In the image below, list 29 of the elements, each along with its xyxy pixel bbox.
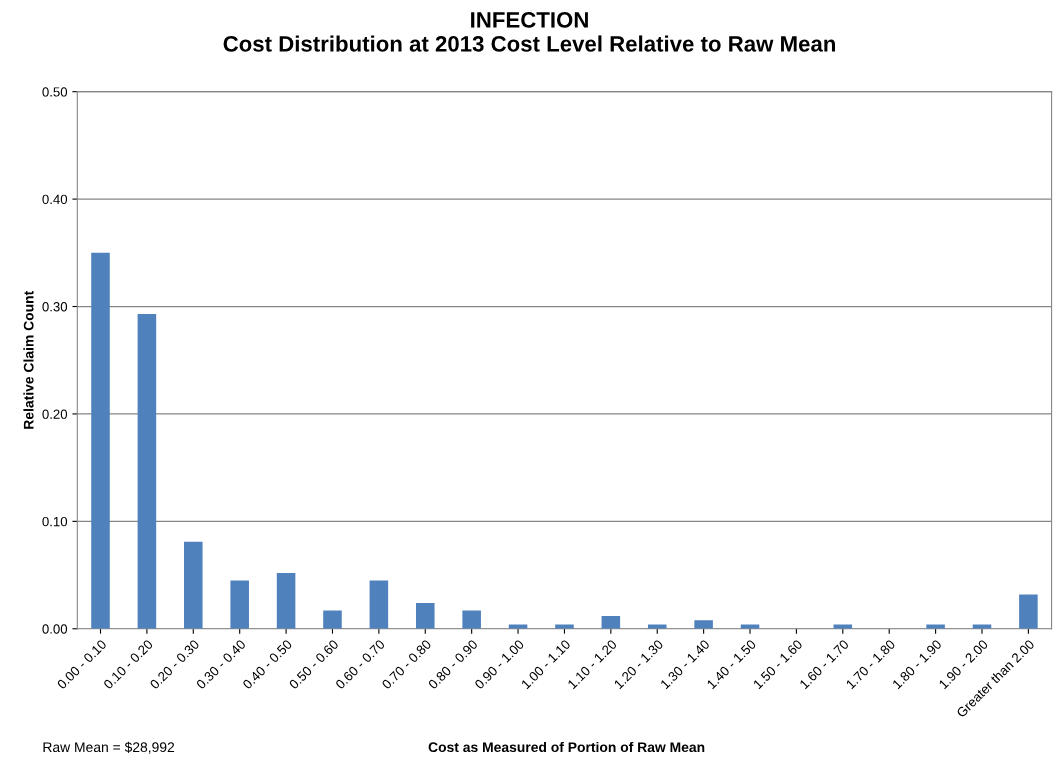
bar [1019, 594, 1038, 629]
y-axis-title: Relative Claim Count [23, 290, 34, 429]
bar [184, 541, 203, 629]
bar [694, 620, 713, 629]
bar [555, 624, 574, 629]
y-tick-label: 0.10 [42, 516, 68, 527]
y-tick-label: 0.40 [42, 194, 68, 205]
bar [926, 624, 945, 629]
bar [276, 572, 296, 629]
x-axis-title: Cost as Measured of Portion of Raw Mean [428, 741, 705, 753]
y-tick-label: 0.50 [42, 87, 68, 97]
bar [647, 624, 667, 629]
y-tick-label: 0.00 [42, 624, 68, 634]
bar [415, 602, 435, 629]
bar [833, 624, 853, 629]
bar [462, 610, 481, 629]
bar [601, 615, 621, 629]
bar [137, 314, 157, 629]
bar [91, 252, 110, 629]
bar [323, 610, 342, 629]
bar [230, 580, 249, 629]
bar [972, 624, 992, 629]
bar [369, 580, 389, 629]
y-tick-label: 0.20 [42, 409, 68, 419]
chart-title: INFECTION Cost Distribution at 2013 Cost Level Relative to Raw Mean [223, 12, 836, 52]
text: Raw Mean = $28,992 [43, 741, 175, 754]
y-tick-label: 0.30 [42, 302, 68, 312]
bar [740, 624, 760, 629]
bar [508, 624, 528, 629]
